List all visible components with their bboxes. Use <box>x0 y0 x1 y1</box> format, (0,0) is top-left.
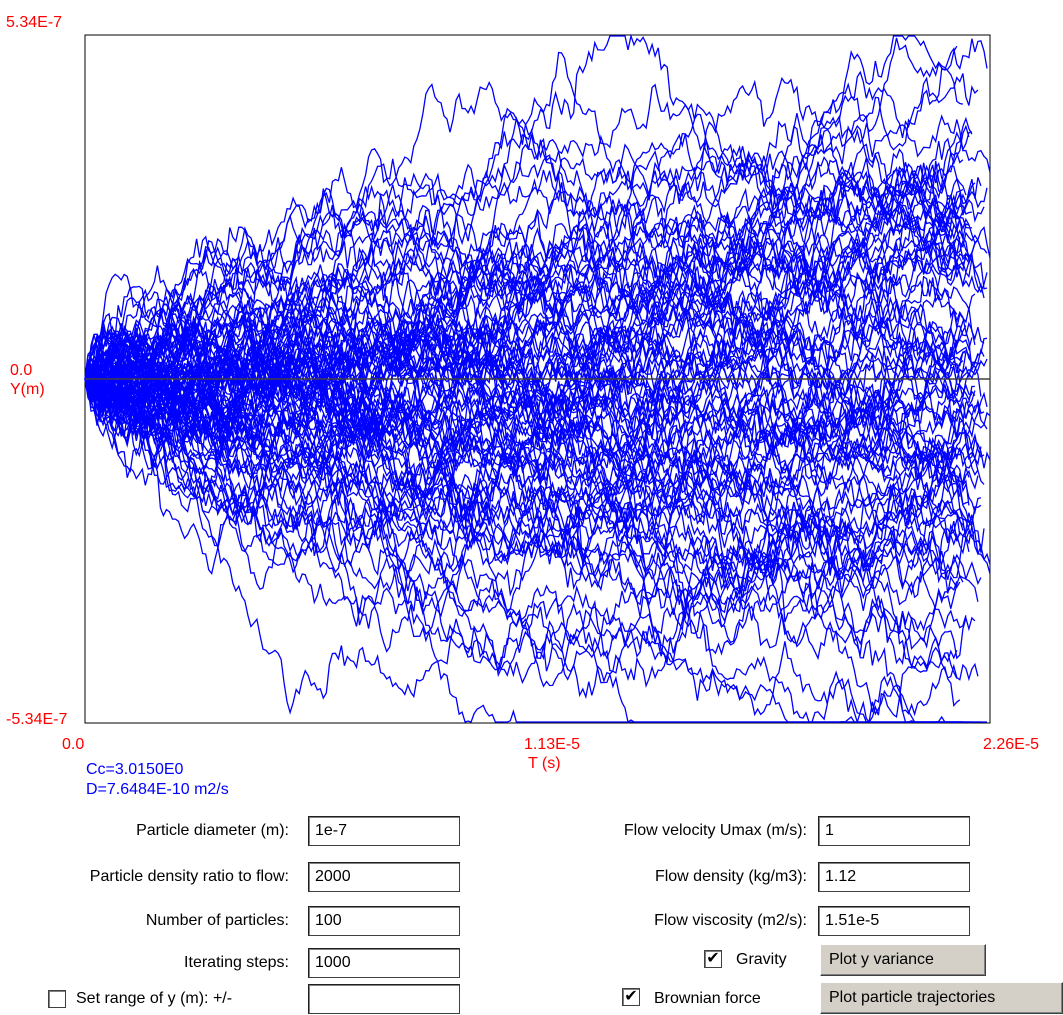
trajectory-line <box>84 362 982 619</box>
trajectory-line <box>84 351 970 600</box>
set-range-input[interactable] <box>308 984 460 1014</box>
set-range-label: Set range of y (m): +/- <box>76 990 233 1007</box>
trajectory-line <box>84 239 988 449</box>
trajectory-line <box>84 198 958 505</box>
x-axis-label: T (s) <box>528 755 561 772</box>
density-ratio-label: Particle density ratio to flow: <box>89 868 289 885</box>
checkmark-icon: ✔ <box>706 950 720 967</box>
brownian-checkbox[interactable]: ✔ <box>622 988 640 1006</box>
trajectory-line <box>84 132 972 402</box>
trajectory-line <box>84 323 979 542</box>
trajectory-line <box>84 186 958 524</box>
trajectory-line <box>84 241 970 496</box>
trajectory-lines <box>84 33 991 724</box>
trajectory-line <box>84 248 967 451</box>
trajectory-line <box>84 364 970 656</box>
iter-steps-label: Iterating steps: <box>184 954 289 971</box>
num-particles-label: Number of particles: <box>145 912 289 929</box>
y-bottom-label: -5.34E-7 <box>6 711 68 728</box>
trajectory-line <box>84 194 979 407</box>
flow-density-input[interactable] <box>818 862 970 892</box>
trajectory-line <box>84 96 991 451</box>
trajectory-line <box>84 310 976 526</box>
y-axis-label: Y(m) <box>10 381 45 398</box>
trajectory-line <box>84 359 976 566</box>
density-ratio-input[interactable] <box>308 862 460 892</box>
trajectory-line <box>84 247 976 472</box>
flow-velocity-input[interactable] <box>818 816 970 846</box>
trajectory-line <box>84 268 982 452</box>
trajectory-line <box>84 306 973 591</box>
brownian-label: Brownian force <box>654 990 761 1007</box>
particle-diameter-label: Particle diameter (m): <box>136 822 289 839</box>
trajectory-line <box>84 177 982 394</box>
gravity-label: Gravity <box>736 951 787 968</box>
trajectory-line <box>84 154 970 394</box>
trajectory-line <box>84 378 967 715</box>
cc-readout: Cc=3.0150E0 <box>86 761 184 778</box>
checkmark-icon: ✔ <box>624 988 638 1005</box>
iter-steps-input[interactable] <box>308 948 460 978</box>
plot-variance-button[interactable]: Plot y variance <box>820 944 986 976</box>
flow-velocity-label: Flow velocity Umax (m/s): <box>623 822 807 839</box>
trajectory-line <box>84 45 958 385</box>
y-top-label: 5.34E-7 <box>6 14 63 31</box>
diffusion-readout: D=7.6484E-10 m2/s <box>86 781 229 798</box>
trajectory-line <box>84 345 963 723</box>
gravity-checkbox[interactable]: ✔ <box>704 950 722 968</box>
trajectory-line <box>84 210 988 468</box>
x-left-label: 0.0 <box>62 736 85 753</box>
trajectory-line <box>84 331 964 688</box>
plot-trajectories-button[interactable]: Plot particle trajectories <box>820 982 1063 1014</box>
trajectory-line <box>84 70 979 413</box>
trajectory-line <box>84 278 976 531</box>
trajectory-line <box>84 116 985 422</box>
trajectory-line <box>84 378 982 666</box>
num-particles-input[interactable] <box>308 906 460 936</box>
trajectory-line <box>84 254 961 480</box>
flow-viscosity-label: Flow viscosity (m2/s): <box>654 912 807 929</box>
particle-diameter-input[interactable] <box>308 816 460 846</box>
y-mid-label: 0.0 <box>10 362 33 379</box>
trajectory-line <box>84 282 973 446</box>
set-range-checkbox[interactable] <box>48 990 66 1008</box>
trajectory-plot <box>84 33 991 724</box>
x-mid-label: 1.13E-5 <box>524 736 581 753</box>
trajectory-line <box>84 37 988 408</box>
trajectory-line <box>84 189 961 391</box>
trajectory-line <box>84 203 967 397</box>
x-right-label: 2.26E-5 <box>983 736 1040 753</box>
trajectory-line <box>84 370 964 583</box>
flow-density-label: Flow density (kg/m3): <box>654 868 807 885</box>
trajectory-line <box>84 203 985 398</box>
trajectory-line <box>84 159 979 415</box>
flow-viscosity-input[interactable] <box>818 906 970 936</box>
